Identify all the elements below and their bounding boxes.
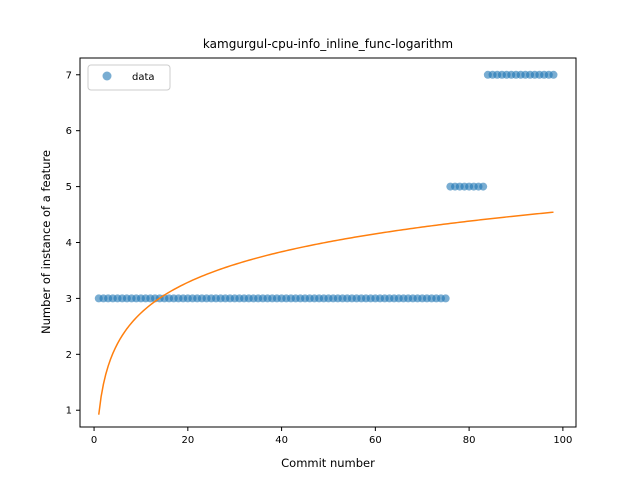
axis-ticks: 0 20 40 60 80 100 1 2 3 4 5 6 7: [66, 70, 573, 446]
x-tick-label: 100: [553, 435, 572, 446]
data-point: [479, 182, 488, 191]
legend-marker-data: [102, 71, 112, 81]
y-axis-label: Number of instance of a feature: [39, 150, 53, 334]
y-tick-label: 1: [66, 406, 72, 417]
legend-box: [87, 64, 171, 91]
x-tick-label: 20: [181, 435, 194, 446]
y-tick-label: 6: [66, 126, 72, 137]
y-tick-label: 5: [66, 182, 72, 193]
y-tick-label: 2: [66, 350, 72, 361]
data-point: [549, 70, 558, 79]
axes-frame: [79, 57, 577, 428]
chart-title: kamgurgul-cpu-info_inline_func-logarithm: [203, 37, 453, 51]
x-tick-label: 80: [463, 435, 476, 446]
x-tick-label: 0: [91, 435, 97, 446]
legend: data: [87, 64, 171, 91]
y-tick-label: 3: [66, 294, 72, 305]
plot-area: [94, 70, 558, 415]
x-tick-label: 40: [275, 435, 288, 446]
x-tick-label: 60: [369, 435, 382, 446]
y-tick-label: 4: [66, 238, 72, 249]
y-tick-label: 7: [66, 70, 72, 81]
fit-line: [98, 211, 554, 415]
data-point: [441, 294, 450, 303]
x-axis-label: Commit number: [281, 456, 375, 470]
legend-label-data: data: [132, 72, 155, 83]
